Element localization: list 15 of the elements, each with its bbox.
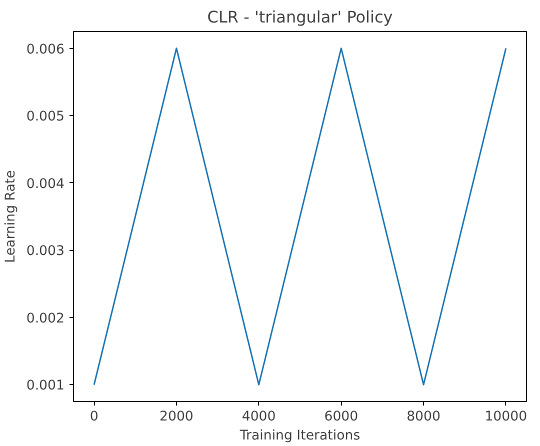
y-tick-label: 0.006 [26,42,64,58]
x-tick-label: 8000 [406,410,441,424]
x-tick-label: 4000 [242,410,276,424]
x-tick-label: 2000 [159,410,194,424]
y-tick-label: 0.003 [26,244,64,260]
chart-title: CLR - 'triangular' Policy [207,8,393,26]
y-axis-title: Learning Rate [3,170,18,263]
y-tick-label: 0.001 [26,378,64,394]
y-tick-label: 0.005 [26,110,64,125]
x-axis-title: Training Iterations [238,428,360,444]
x-tick-label: 6000 [324,410,358,424]
y-tick-label: 0.002 [26,311,64,326]
y-tick-label: 0.004 [26,176,64,192]
x-tick-label: 0 [90,410,98,424]
x-tick-label: 10000 [484,410,528,424]
